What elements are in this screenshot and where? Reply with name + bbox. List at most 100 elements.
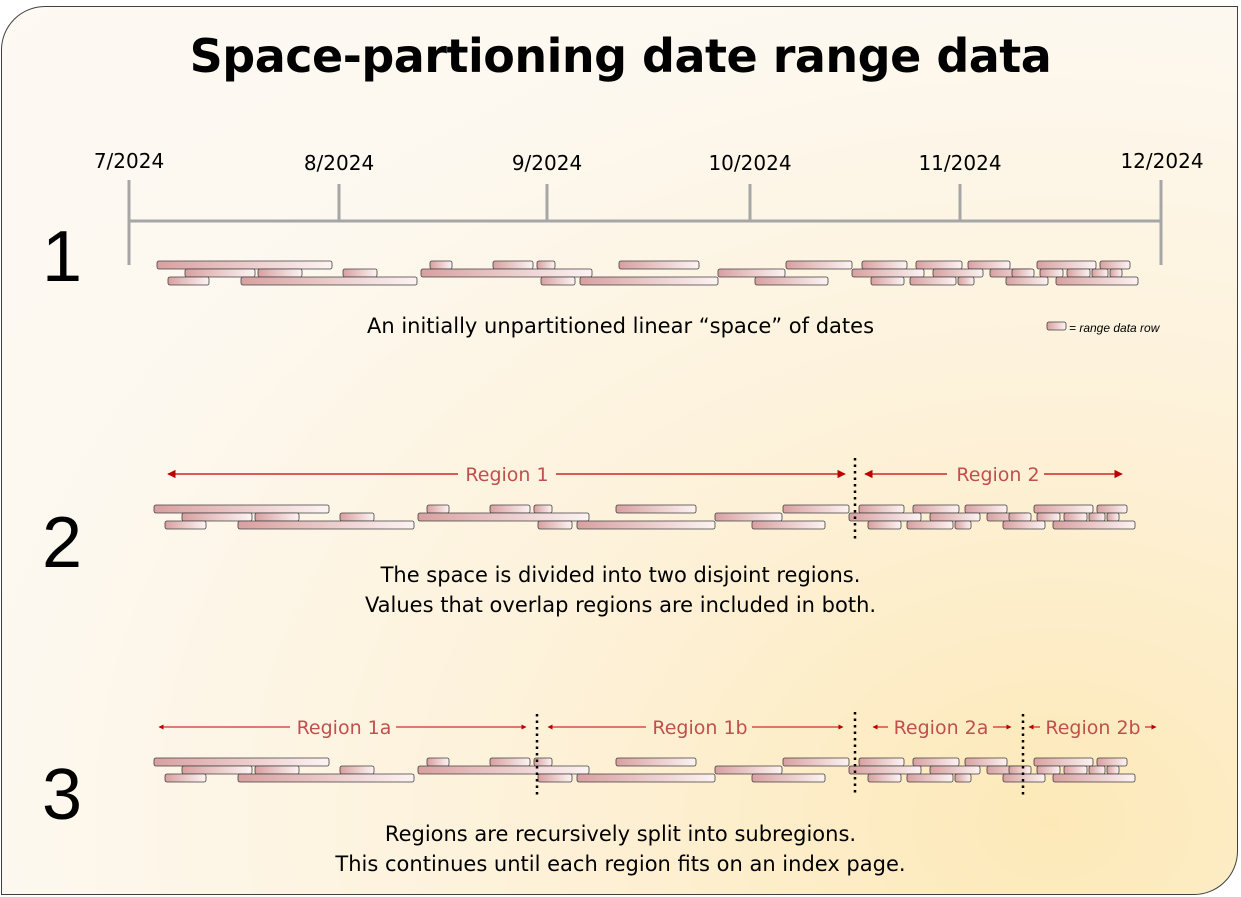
range-row-bar xyxy=(1036,512,1061,522)
range-row-bar xyxy=(1099,260,1131,270)
range-row-bar xyxy=(533,504,553,514)
range-row-bar xyxy=(615,757,697,767)
range-row-bar xyxy=(1096,504,1128,514)
step-3-caption-line-2: This continues until each region fits on… xyxy=(335,852,906,876)
range-row-bar xyxy=(906,520,954,530)
legend-label: = range data row xyxy=(1069,321,1160,335)
range-row-bar xyxy=(417,512,590,522)
range-row-bar xyxy=(964,757,1008,767)
range-row-bar xyxy=(851,268,925,278)
range-row-bar xyxy=(870,276,905,286)
range-row-bar xyxy=(1052,773,1136,783)
range-row-bar xyxy=(1002,520,1046,530)
range-row-bar xyxy=(164,520,207,530)
range-row-bar xyxy=(1088,765,1106,775)
tick-label-sep: 9/2024 xyxy=(511,151,583,175)
range-row-bar xyxy=(1036,765,1061,775)
range-row-bar xyxy=(618,260,700,270)
step-1-caption-line-1: An initially unpartitioned linear “space… xyxy=(366,314,875,338)
range-row-bar xyxy=(1109,268,1123,278)
range-row-bar xyxy=(254,765,300,775)
step-3-caption-line-1: Regions are recursively split into subre… xyxy=(384,822,857,846)
range-row-bar xyxy=(537,520,573,530)
legend-swatch xyxy=(1046,321,1067,331)
range-row-bar xyxy=(1088,512,1106,522)
range-row-bar xyxy=(848,512,922,522)
range-row-bar xyxy=(417,765,590,775)
step-3-range-rows xyxy=(153,757,1136,783)
range-row-bar xyxy=(153,504,330,514)
range-row-bar xyxy=(237,520,415,530)
page-title: Space-partioning date range data xyxy=(189,29,1052,83)
range-row-bar xyxy=(339,765,375,775)
range-row-bar xyxy=(1096,757,1128,767)
range-row-bar xyxy=(848,765,922,775)
range-row-bar xyxy=(1033,757,1094,767)
range-row-bar xyxy=(576,520,716,530)
step-2-range-rows xyxy=(153,504,1136,530)
range-row-bar xyxy=(342,268,378,278)
range-row-bar xyxy=(1063,765,1088,775)
range-row-bar xyxy=(576,773,716,783)
range-row-bar xyxy=(1063,512,1088,522)
step-1-caption: An initially unpartitioned linear “space… xyxy=(2,311,1237,341)
region-2b-label: Region 2b xyxy=(1045,717,1140,739)
range-row-bar xyxy=(426,504,450,514)
range-row-bar xyxy=(615,504,697,514)
range-row-bar xyxy=(929,512,981,522)
range-row-bar xyxy=(181,765,253,775)
step-2-caption: The space is divided into two disjoint r… xyxy=(2,560,1237,620)
range-row-bar xyxy=(858,757,905,767)
range-row-bar xyxy=(420,268,593,278)
range-row-bar xyxy=(1033,504,1094,514)
range-row-bar xyxy=(181,512,253,522)
range-row-bar xyxy=(861,260,908,270)
step-3-number: 3 xyxy=(42,755,83,835)
range-row-bar xyxy=(579,276,719,286)
region-1b-label: Region 1b xyxy=(652,717,747,739)
range-row-bar xyxy=(867,520,902,530)
range-row-bar xyxy=(964,504,1008,514)
range-row-bar xyxy=(489,757,531,767)
range-row-bar xyxy=(1066,268,1091,278)
step-1-range-rows xyxy=(156,260,1139,286)
range-row-bar xyxy=(164,773,207,783)
range-row-bar xyxy=(751,520,826,530)
range-row-bar xyxy=(489,504,531,514)
step-3-partitions: Region 1a Region 1b Region 2a Region 2b xyxy=(158,712,1157,798)
range-row-bar xyxy=(714,765,783,775)
range-row-bar xyxy=(184,268,256,278)
range-row-bar xyxy=(1008,512,1032,522)
step-3-caption: Regions are recursively split into subre… xyxy=(2,819,1237,879)
range-row-bar xyxy=(957,276,975,286)
range-row-bar xyxy=(257,268,303,278)
range-row-bar xyxy=(156,260,333,270)
region-1a-label: Region 1a xyxy=(297,717,392,739)
range-row-bar xyxy=(912,504,960,514)
range-row-bar xyxy=(1039,268,1064,278)
region-1-label: Region 1 xyxy=(465,464,548,486)
range-row-bar xyxy=(426,757,450,767)
step-1-number: 1 xyxy=(42,217,83,297)
range-row-bar xyxy=(717,268,786,278)
range-row-bar xyxy=(1005,276,1049,286)
tick-label-nov: 11/2024 xyxy=(918,151,1002,175)
range-row-bar xyxy=(1036,260,1097,270)
range-row-bar xyxy=(867,773,902,783)
step-2-number: 2 xyxy=(42,503,83,583)
range-row-bar xyxy=(492,260,534,270)
range-row-bar xyxy=(714,512,783,522)
range-row-bar xyxy=(536,260,556,270)
step-2-caption-line-2: Values that overlap regions are included… xyxy=(364,593,877,617)
range-row-bar xyxy=(1106,512,1120,522)
timeline-axis xyxy=(127,180,1163,265)
range-row-bar xyxy=(167,276,210,286)
range-row-bar xyxy=(932,268,984,278)
range-row-bar xyxy=(915,260,963,270)
range-row-bar xyxy=(754,276,829,286)
region-2a-label: Region 2a xyxy=(894,717,989,739)
range-row-bar xyxy=(1008,765,1032,775)
step-2-caption-line-1: The space is divided into two disjoint r… xyxy=(380,563,861,587)
step-2-partitions: Region 1 Region 2 xyxy=(167,458,1123,540)
